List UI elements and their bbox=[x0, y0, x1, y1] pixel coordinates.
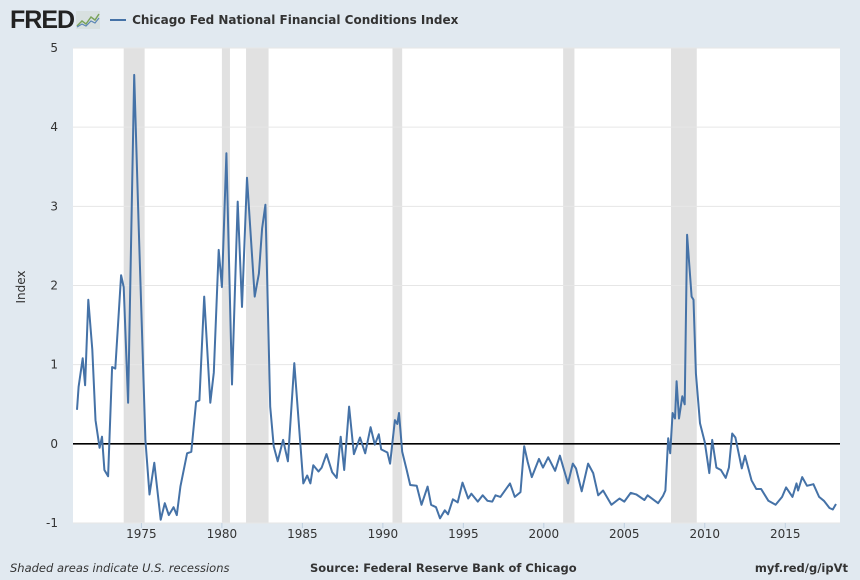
x-tick-label: 2005 bbox=[609, 527, 640, 541]
y-axis-label: Index bbox=[14, 270, 28, 303]
fred-logo[interactable]: FRED bbox=[10, 5, 75, 34]
y-tick-label: -1 bbox=[46, 516, 58, 530]
source-note: Source: Federal Reserve Bank of Chicago bbox=[310, 561, 577, 575]
x-axis: 1975 1980 1985 1990 1995 2000 2005 2010 2015 bbox=[126, 523, 801, 541]
recession-note: Shaded areas indicate U.S. recessions bbox=[10, 561, 230, 575]
y-tick-label: 2 bbox=[50, 279, 58, 293]
y-axis: -1 0 1 2 3 4 5 bbox=[46, 41, 58, 530]
series-title[interactable]: Chicago Fed National Financial Condition… bbox=[132, 13, 459, 27]
x-tick-label: 2010 bbox=[690, 527, 721, 541]
x-tick-label: 1990 bbox=[368, 527, 399, 541]
y-tick-label: 0 bbox=[50, 437, 58, 451]
short-url-link[interactable]: myf.red/g/ipVt bbox=[754, 561, 848, 575]
y-tick-label: 3 bbox=[50, 199, 58, 213]
x-tick-label: 1995 bbox=[448, 527, 479, 541]
y-tick-label: 5 bbox=[50, 41, 58, 55]
logo-graph-icon bbox=[76, 11, 101, 29]
series-line[interactable] bbox=[76, 73, 837, 521]
x-tick-label: 1985 bbox=[287, 527, 318, 541]
x-tick-label: 2015 bbox=[770, 527, 801, 541]
y-tick-label: 4 bbox=[50, 120, 58, 134]
x-tick-label: 1980 bbox=[207, 527, 238, 541]
y-tick-label: 1 bbox=[50, 358, 58, 372]
legend-swatch bbox=[110, 19, 127, 21]
x-tick-label: 1975 bbox=[126, 527, 157, 541]
x-tick-label: 2000 bbox=[529, 527, 560, 541]
header: FRED Chicago Fed National Financial Cond… bbox=[10, 6, 458, 34]
